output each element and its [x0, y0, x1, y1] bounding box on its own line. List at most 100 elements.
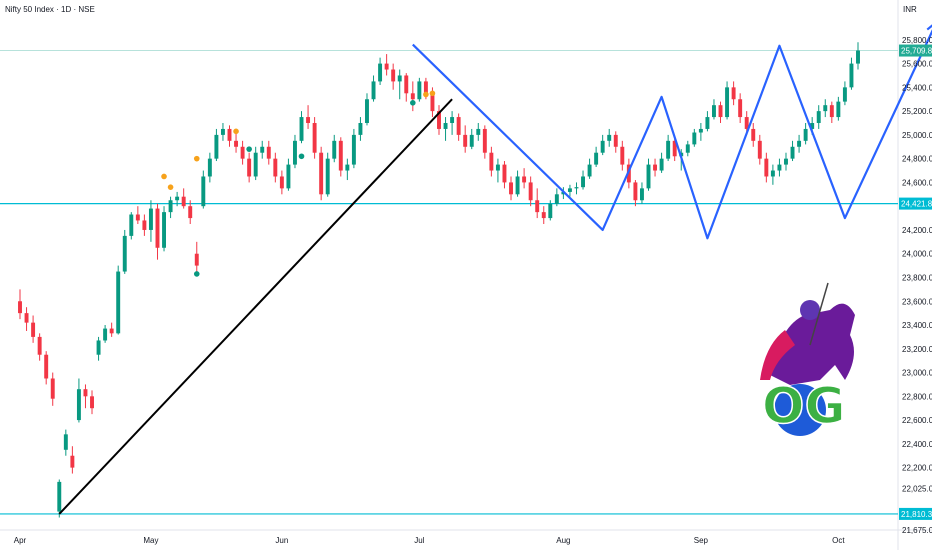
candle-body — [234, 140, 239, 147]
candle-body — [587, 164, 592, 177]
candle-body — [469, 134, 474, 147]
zigzag-pattern — [412, 29, 932, 240]
candle-body — [770, 170, 775, 177]
candle-body — [253, 152, 258, 177]
knight-horse-logo: OG — [760, 282, 855, 436]
y-tick-label: 25,200.00 — [902, 107, 932, 116]
candle-body — [509, 182, 513, 195]
candle-body — [227, 128, 232, 141]
candle-body — [581, 176, 585, 188]
candle-body — [666, 140, 671, 159]
candle-body — [698, 128, 703, 133]
candle-body — [535, 200, 540, 213]
currency-label: INR — [903, 5, 917, 14]
candle-body — [600, 140, 605, 153]
candle-body — [620, 146, 625, 165]
candle-body — [836, 101, 841, 118]
candle-body — [718, 105, 723, 118]
x-tick-label: Apr — [14, 536, 27, 545]
candle-body — [70, 455, 75, 468]
y-tick-label: 22,800.00 — [902, 392, 932, 401]
event-marker — [233, 128, 239, 135]
candle-body — [162, 212, 166, 248]
price-badge — [899, 197, 932, 210]
candle-body — [63, 434, 68, 450]
price-badge — [899, 507, 932, 520]
candle-body — [410, 93, 415, 100]
event-marker — [161, 173, 167, 180]
candle-body — [430, 93, 435, 112]
candle-body — [554, 194, 559, 204]
price-badge-label: 21,810.35 — [901, 510, 932, 519]
candle-body — [135, 214, 140, 221]
candle-body — [613, 134, 618, 147]
candle-body — [777, 164, 782, 171]
candle-body — [443, 123, 448, 129]
candle-body — [109, 328, 114, 334]
candle-body — [279, 176, 284, 189]
candle-body — [194, 253, 199, 266]
candle-body — [816, 111, 821, 124]
candle-body — [168, 200, 173, 213]
candle-body — [175, 196, 180, 201]
candle-body — [725, 87, 730, 118]
candle-body — [188, 206, 193, 219]
horse-shape — [770, 303, 855, 385]
y-tick-label: 21,675.00 — [902, 526, 932, 535]
candle-body — [856, 50, 860, 64]
candle-body — [463, 134, 468, 147]
candle-body — [744, 117, 749, 129]
price-axis[interactable]: 25,800.00 25,600.00 25,400.00 25,200.00 25,0… — [899, 36, 932, 535]
knight-helmet — [800, 300, 820, 320]
candle-body — [345, 164, 350, 171]
candle-body — [659, 158, 664, 171]
candle-body — [522, 176, 527, 183]
candle-body — [207, 158, 212, 177]
candle-body — [201, 176, 206, 207]
candle-body — [214, 134, 219, 159]
y-tick-label: 24,000.00 — [902, 250, 932, 259]
y-tick-label: 23,000.00 — [902, 369, 932, 378]
candle-body — [57, 481, 62, 512]
candle-body — [705, 117, 710, 129]
y-tick-label: 22,025.00 — [902, 484, 932, 493]
trend-line — [58, 98, 453, 515]
candle-body — [574, 187, 579, 189]
candle-body — [751, 128, 756, 141]
x-tick-label: Jun — [275, 536, 288, 545]
candle-body — [829, 105, 834, 118]
y-tick-label: 22,600.00 — [902, 416, 932, 425]
candle-body — [384, 63, 389, 70]
chart-title: Nifty 50 Index · 1D · NSE — [5, 5, 95, 14]
candle-body — [692, 132, 697, 145]
candle-body — [482, 128, 487, 153]
candle-body — [639, 188, 644, 201]
candle-body — [528, 182, 533, 201]
candle-body — [607, 134, 612, 141]
candle-body — [757, 140, 762, 159]
candle-body — [450, 117, 455, 124]
time-axis[interactable]: Apr May Jun Jul Aug Sep Oct — [14, 536, 846, 545]
candle-body — [633, 182, 638, 201]
price-badge-label: 24,421.80 — [901, 200, 932, 209]
candle-body — [332, 140, 337, 159]
candle-body — [37, 336, 42, 355]
candle-body — [90, 396, 94, 409]
candle-body — [148, 208, 153, 230]
y-tick-label: 23,800.00 — [902, 273, 932, 282]
event-marker — [167, 184, 174, 190]
candle-body — [371, 81, 376, 100]
candle-body — [594, 152, 599, 165]
candle-body — [240, 146, 245, 159]
y-tick-label: 25,800.00 — [902, 36, 932, 45]
candle-body — [646, 164, 651, 189]
event-marker — [298, 153, 305, 160]
candle-body — [731, 87, 736, 100]
candle-body — [31, 322, 36, 337]
y-tick-label: 25,000.00 — [902, 131, 932, 140]
candle-body — [44, 354, 49, 379]
y-tick-label: 22,400.00 — [902, 440, 932, 449]
candle-body — [325, 158, 330, 195]
